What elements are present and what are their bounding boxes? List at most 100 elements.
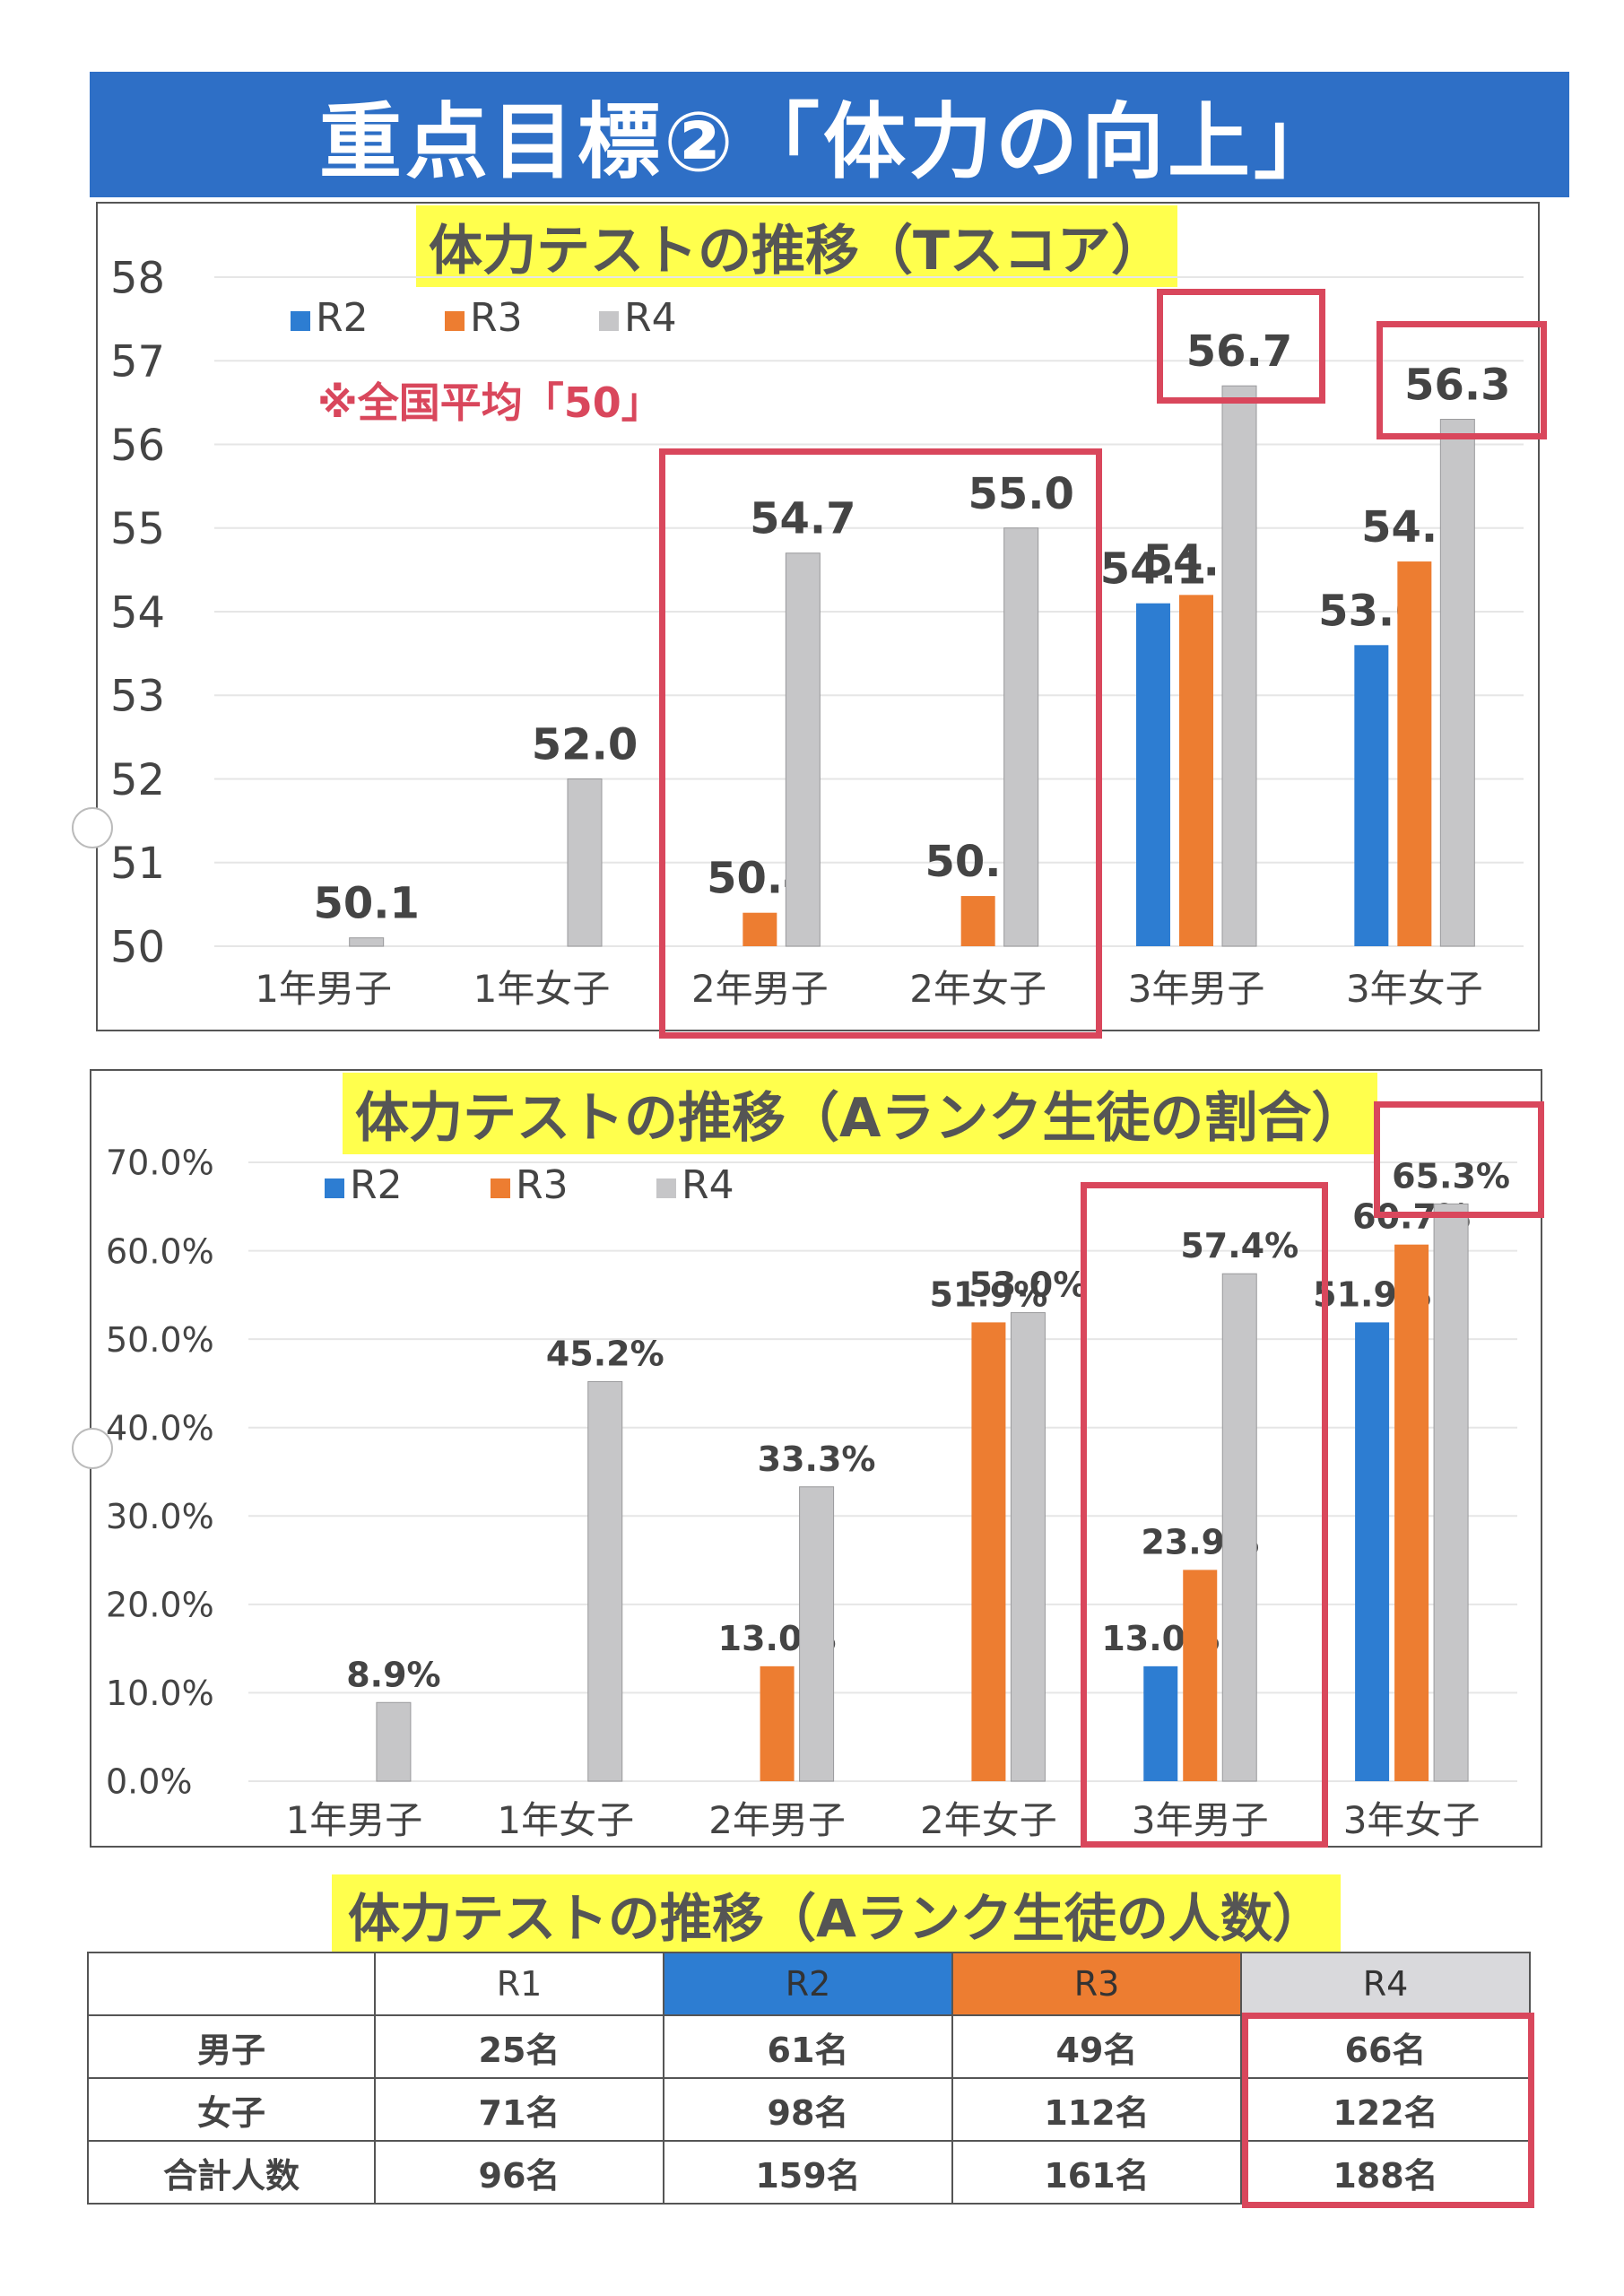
y-tick-label: 50.0% — [106, 1320, 214, 1360]
data-label: 52.0 — [532, 720, 638, 770]
bar-R4 — [1003, 527, 1039, 947]
y-tick-label: 40.0% — [106, 1408, 214, 1448]
table-cell: 49名 — [951, 2014, 1242, 2079]
y-tick-label: 70.0% — [106, 1144, 214, 1183]
arank-count-table: R1 R2 R3 R4 男子 25名 61名 49名 66名 女子 71名 98… — [87, 1952, 1531, 2205]
y-tick-label: 57 — [110, 337, 165, 387]
x-category-label: 3年男子 — [1132, 1798, 1269, 1842]
table-header-cell — [87, 1952, 376, 2016]
data-label: 56.7 — [1186, 326, 1292, 377]
y-tick-label: 60.0% — [106, 1231, 214, 1271]
x-category-label: 3年男子 — [1128, 967, 1265, 1011]
arank-ratio-chart: 0.0% 10.0% 20.0% 30.0% 40.0% 50.0% 60.0% 70.0% R… — [106, 1144, 1517, 1842]
legend-swatch — [491, 1178, 510, 1198]
legend-label: R3 — [470, 295, 523, 341]
data-label: 53.0% — [968, 1265, 1087, 1305]
bar-R2 — [1136, 603, 1170, 946]
y-tick-label: 55 — [110, 504, 165, 554]
legend-label: R2 — [316, 295, 369, 341]
highlight-box-567 — [1157, 289, 1325, 404]
x-category-label: 3年女子 — [1346, 967, 1483, 1011]
legend-label: R4 — [682, 1162, 734, 1208]
table-cell: 98名 — [663, 2077, 953, 2142]
legend-label: R3 — [516, 1162, 569, 1208]
legend-swatch — [445, 311, 465, 331]
x-category-label: 2年男子 — [691, 967, 829, 1011]
y-tick-label: 0.0% — [106, 1762, 193, 1802]
table-cell: 66名 — [1240, 2014, 1531, 2079]
y-tick-label: 10.0% — [106, 1674, 214, 1713]
table-cell: 71名 — [374, 2077, 664, 2142]
table-cell: 男子 — [87, 2014, 376, 2079]
table-cell: 161名 — [951, 2140, 1242, 2205]
legend-swatch — [656, 1178, 676, 1198]
y-tick-label: 30.0% — [106, 1497, 214, 1536]
highlight-box-3rd-boys — [1081, 1182, 1328, 1848]
table-row: 女子 71名 98名 112名 122名 — [87, 2077, 1531, 2142]
highlight-box-r4-counts — [1242, 2013, 1534, 2208]
bar-R3 — [971, 1322, 1006, 1781]
y-tick-label: 50 — [110, 922, 165, 972]
bar-R3 — [1397, 561, 1432, 946]
table-header-cell: R3 — [951, 1952, 1242, 2016]
x-category-label: 1年女子 — [497, 1798, 634, 1842]
table-header-cell: R1 — [374, 1952, 664, 2016]
bar-R4 — [376, 1701, 412, 1782]
bar-R3 — [743, 912, 777, 946]
highlight-box-563 — [1376, 321, 1547, 439]
table-header-row: R1 R2 R3 R4 — [87, 1952, 1531, 2016]
bar-R3 — [960, 896, 995, 946]
data-label: 57.4% — [1180, 1226, 1298, 1265]
table-cell: 159名 — [663, 2140, 953, 2205]
y-tick-label: 58 — [110, 253, 165, 303]
bar-R2 — [1354, 645, 1389, 946]
table-header-cell: R2 — [663, 1952, 953, 2016]
bar-R4 — [799, 1486, 835, 1782]
y-tick-label: 56 — [110, 421, 165, 471]
bar-R3 — [760, 1665, 795, 1781]
legend-swatch — [325, 1178, 344, 1198]
arank-ratio-chart-title: 体力テストの推移（Aランク生徒の割合） — [343, 1073, 1378, 1154]
highlight-box-2nd-grade — [659, 448, 1102, 1039]
page-title: 重点目標②「体力の向上」 — [319, 93, 1340, 190]
table-cell: 122名 — [1240, 2077, 1531, 2142]
legend-swatch — [599, 311, 619, 331]
y-tick-label: 52 — [110, 755, 165, 805]
data-label: 8.9% — [346, 1655, 440, 1694]
bar-R4 — [1221, 1273, 1257, 1782]
data-label: 33.3% — [758, 1439, 876, 1479]
table-cell: 61名 — [663, 2014, 953, 2079]
bar-R4 — [1433, 1203, 1469, 1782]
bar-R2 — [1143, 1665, 1178, 1781]
bar-R4 — [587, 1380, 623, 1782]
legend-swatch — [291, 311, 310, 331]
data-label: 54.1 — [1100, 544, 1206, 595]
table-cell: 96名 — [374, 2140, 664, 2205]
x-category-label: 1年男子 — [286, 1798, 423, 1842]
data-label: 55.0 — [968, 469, 1073, 519]
x-category-label: 1年男子 — [255, 967, 392, 1011]
x-category-label: 1年女子 — [473, 967, 611, 1011]
data-label: 54.7 — [750, 494, 855, 544]
y-tick-label: 53 — [110, 672, 165, 722]
chart-note: ※全国平均「50」 — [317, 378, 663, 427]
page-title-banner: 重点目標②「体力の向上」 — [90, 72, 1569, 197]
bar-R4 — [1221, 385, 1257, 947]
x-category-label: 2年女子 — [909, 967, 1046, 1011]
legend-label: R2 — [350, 1162, 403, 1208]
y-tick-label: 54 — [110, 587, 165, 638]
table-row: 合計人数 96名 159名 161名 188名 — [87, 2140, 1531, 2205]
bar-R3 — [1179, 595, 1213, 946]
bar-R4 — [349, 937, 385, 947]
scan-hole-mark — [72, 807, 113, 848]
bar-R4 — [1439, 419, 1475, 947]
bar-R4 — [785, 552, 821, 947]
bar-R3 — [1183, 1570, 1218, 1781]
arank-ratio-chart-panel: 体力テストの推移（Aランク生徒の割合） 0.0% 10.0% 20.0% 30.0% 4… — [90, 1069, 1542, 1848]
tscore-chart-panel: 体力テストの推移（Tスコア） 50 51 52 53 54 55 56 57 58 R2 R3 R4 ※… — [96, 202, 1540, 1031]
table-cell: 25名 — [374, 2014, 664, 2079]
highlight-box-653 — [1374, 1101, 1544, 1218]
data-label: 56.3 — [1404, 361, 1510, 411]
y-tick-label: 20.0% — [106, 1586, 214, 1625]
table-cell: 112名 — [951, 2077, 1242, 2142]
